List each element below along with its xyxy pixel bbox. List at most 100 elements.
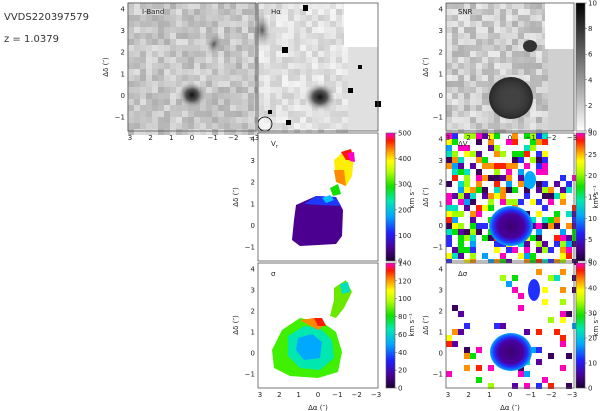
y-axis-title: Δδ (″) bbox=[232, 187, 240, 207]
y-tick: −1 bbox=[115, 114, 125, 122]
x-tick: 2 bbox=[148, 134, 152, 142]
object-name: VVDS220397579 bbox=[4, 12, 89, 23]
colorbar-tick: 0 bbox=[588, 128, 592, 136]
x-tick: 0 bbox=[316, 391, 320, 399]
panel-iband: I-Band bbox=[127, 2, 260, 135]
y-axis-title: Δδ (″) bbox=[422, 57, 430, 77]
y-tick: 3 bbox=[251, 157, 255, 165]
colorbar-tick: 8 bbox=[588, 25, 592, 33]
y-axis-title: Δδ (″) bbox=[422, 187, 430, 207]
x-tick: −1 bbox=[526, 134, 536, 142]
x-tick: 3 bbox=[128, 134, 132, 142]
x-tick: 0 bbox=[508, 391, 512, 399]
panel-dsigma: Δσ bbox=[445, 262, 578, 389]
y-tick: 0 bbox=[251, 350, 255, 358]
y-tick: 1 bbox=[439, 329, 443, 337]
colorbar-tick: 100 bbox=[398, 232, 411, 240]
panel-snr-label: SNR bbox=[458, 8, 473, 16]
y-tick: 0 bbox=[439, 92, 443, 100]
colorbar-tick: 20 bbox=[588, 172, 597, 180]
y-tick: 3 bbox=[439, 27, 443, 35]
x-tick: 3 bbox=[258, 391, 262, 399]
colorbar-tick: 300 bbox=[398, 181, 411, 189]
redshift-label: z = 1.0379 bbox=[4, 34, 59, 45]
x-tick: 3 bbox=[446, 134, 450, 142]
panel-vr: Vr bbox=[257, 132, 379, 262]
cb-dsigma-unit: km s⁻¹ bbox=[592, 313, 600, 336]
y-tick: 4 bbox=[121, 6, 126, 14]
colorbar-tick: 2 bbox=[588, 102, 592, 110]
colorbar-tick: 80 bbox=[398, 313, 407, 321]
y-tick: 3 bbox=[251, 287, 255, 295]
x-tick: 1 bbox=[487, 134, 491, 142]
x-tick: −2 bbox=[546, 134, 556, 142]
x-tick: −2 bbox=[228, 134, 238, 142]
cb-dvr-unit: km s⁻¹ bbox=[592, 185, 600, 208]
x-tick: 2 bbox=[277, 391, 281, 399]
x-tick: −2 bbox=[546, 391, 556, 399]
x-tick: 3 bbox=[446, 391, 450, 399]
cb-sigma-unit: km s⁻¹ bbox=[408, 313, 416, 336]
panel-dsigma-label: Δσ bbox=[458, 270, 468, 278]
colorbar-tick: 50 bbox=[588, 260, 597, 268]
panel-halpha: Hα bbox=[252, 2, 381, 135]
y-tick: −1 bbox=[433, 371, 443, 379]
colorbar-tick: 20 bbox=[588, 335, 597, 343]
y-tick: 4 bbox=[439, 6, 444, 14]
y-tick: −1 bbox=[433, 244, 443, 252]
y-tick: 4 bbox=[251, 266, 256, 274]
y-tick: 1 bbox=[251, 200, 255, 208]
y-axis-title: Δδ (″) bbox=[102, 57, 110, 77]
x-axis-title: Δα (″) bbox=[308, 404, 328, 411]
x-tick: −3 bbox=[567, 391, 577, 399]
colorbar-tick: 20 bbox=[398, 367, 407, 375]
colorbar-tick: 6 bbox=[588, 51, 593, 59]
colorbar-tick: 100 bbox=[398, 295, 411, 303]
x-tick: 2 bbox=[466, 134, 470, 142]
y-tick: 3 bbox=[439, 287, 443, 295]
y-tick: 3 bbox=[439, 157, 443, 165]
x-tick: −1 bbox=[526, 391, 536, 399]
colorbar-tick: 5 bbox=[588, 236, 592, 244]
y-tick: 1 bbox=[439, 70, 443, 78]
colorbar-tick: 10 bbox=[588, 0, 597, 8]
x-tick: 0 bbox=[508, 134, 512, 142]
colorbar-tick: 120 bbox=[398, 277, 411, 285]
galaxy-main-halpha bbox=[304, 83, 336, 111]
dvr-core bbox=[489, 206, 533, 246]
colorbar-tick: 400 bbox=[398, 155, 411, 163]
x-tick: −1 bbox=[208, 134, 218, 142]
y-tick: 1 bbox=[439, 200, 443, 208]
colorbar-tick: 30 bbox=[588, 130, 597, 138]
x-tick: 0 bbox=[190, 134, 194, 142]
colorbar-tick: 0 bbox=[398, 258, 402, 266]
colorbar-tick: 4 bbox=[588, 76, 593, 84]
panel-dvr: ΔVr bbox=[445, 132, 578, 265]
dsigma-core bbox=[490, 333, 532, 371]
panel-snr: SNR bbox=[445, 2, 575, 135]
y-tick: −1 bbox=[245, 371, 255, 379]
colorbar-tick: 0 bbox=[398, 385, 402, 393]
y-tick: 0 bbox=[439, 350, 443, 358]
y-tick: 2 bbox=[251, 308, 255, 316]
colorbar-tick: 0 bbox=[588, 258, 592, 266]
colorbar-tick: 10 bbox=[588, 360, 597, 368]
y-tick: 1 bbox=[121, 70, 125, 78]
colorbar-tick: 15 bbox=[588, 194, 597, 202]
vr-main-blob bbox=[292, 196, 343, 246]
panel-sigma-label: σ bbox=[271, 270, 276, 278]
x-tick: 1 bbox=[296, 391, 300, 399]
x-tick: −3 bbox=[249, 134, 259, 142]
colorbar-tick: 40 bbox=[588, 285, 597, 293]
x-tick: 2 bbox=[466, 391, 470, 399]
x-tick: −1 bbox=[332, 391, 342, 399]
x-tick: 1 bbox=[169, 134, 173, 142]
galaxy-main-iband bbox=[178, 82, 206, 108]
x-tick: 1 bbox=[487, 391, 491, 399]
panel-iband-label: I-Band bbox=[142, 8, 164, 16]
y-tick: 2 bbox=[251, 179, 255, 187]
colorbar-dsigma: 50 40 30 20 10 0 km s⁻¹ bbox=[575, 260, 600, 393]
y-tick: 2 bbox=[439, 49, 443, 57]
panel-vr-label: Vr bbox=[271, 140, 279, 150]
